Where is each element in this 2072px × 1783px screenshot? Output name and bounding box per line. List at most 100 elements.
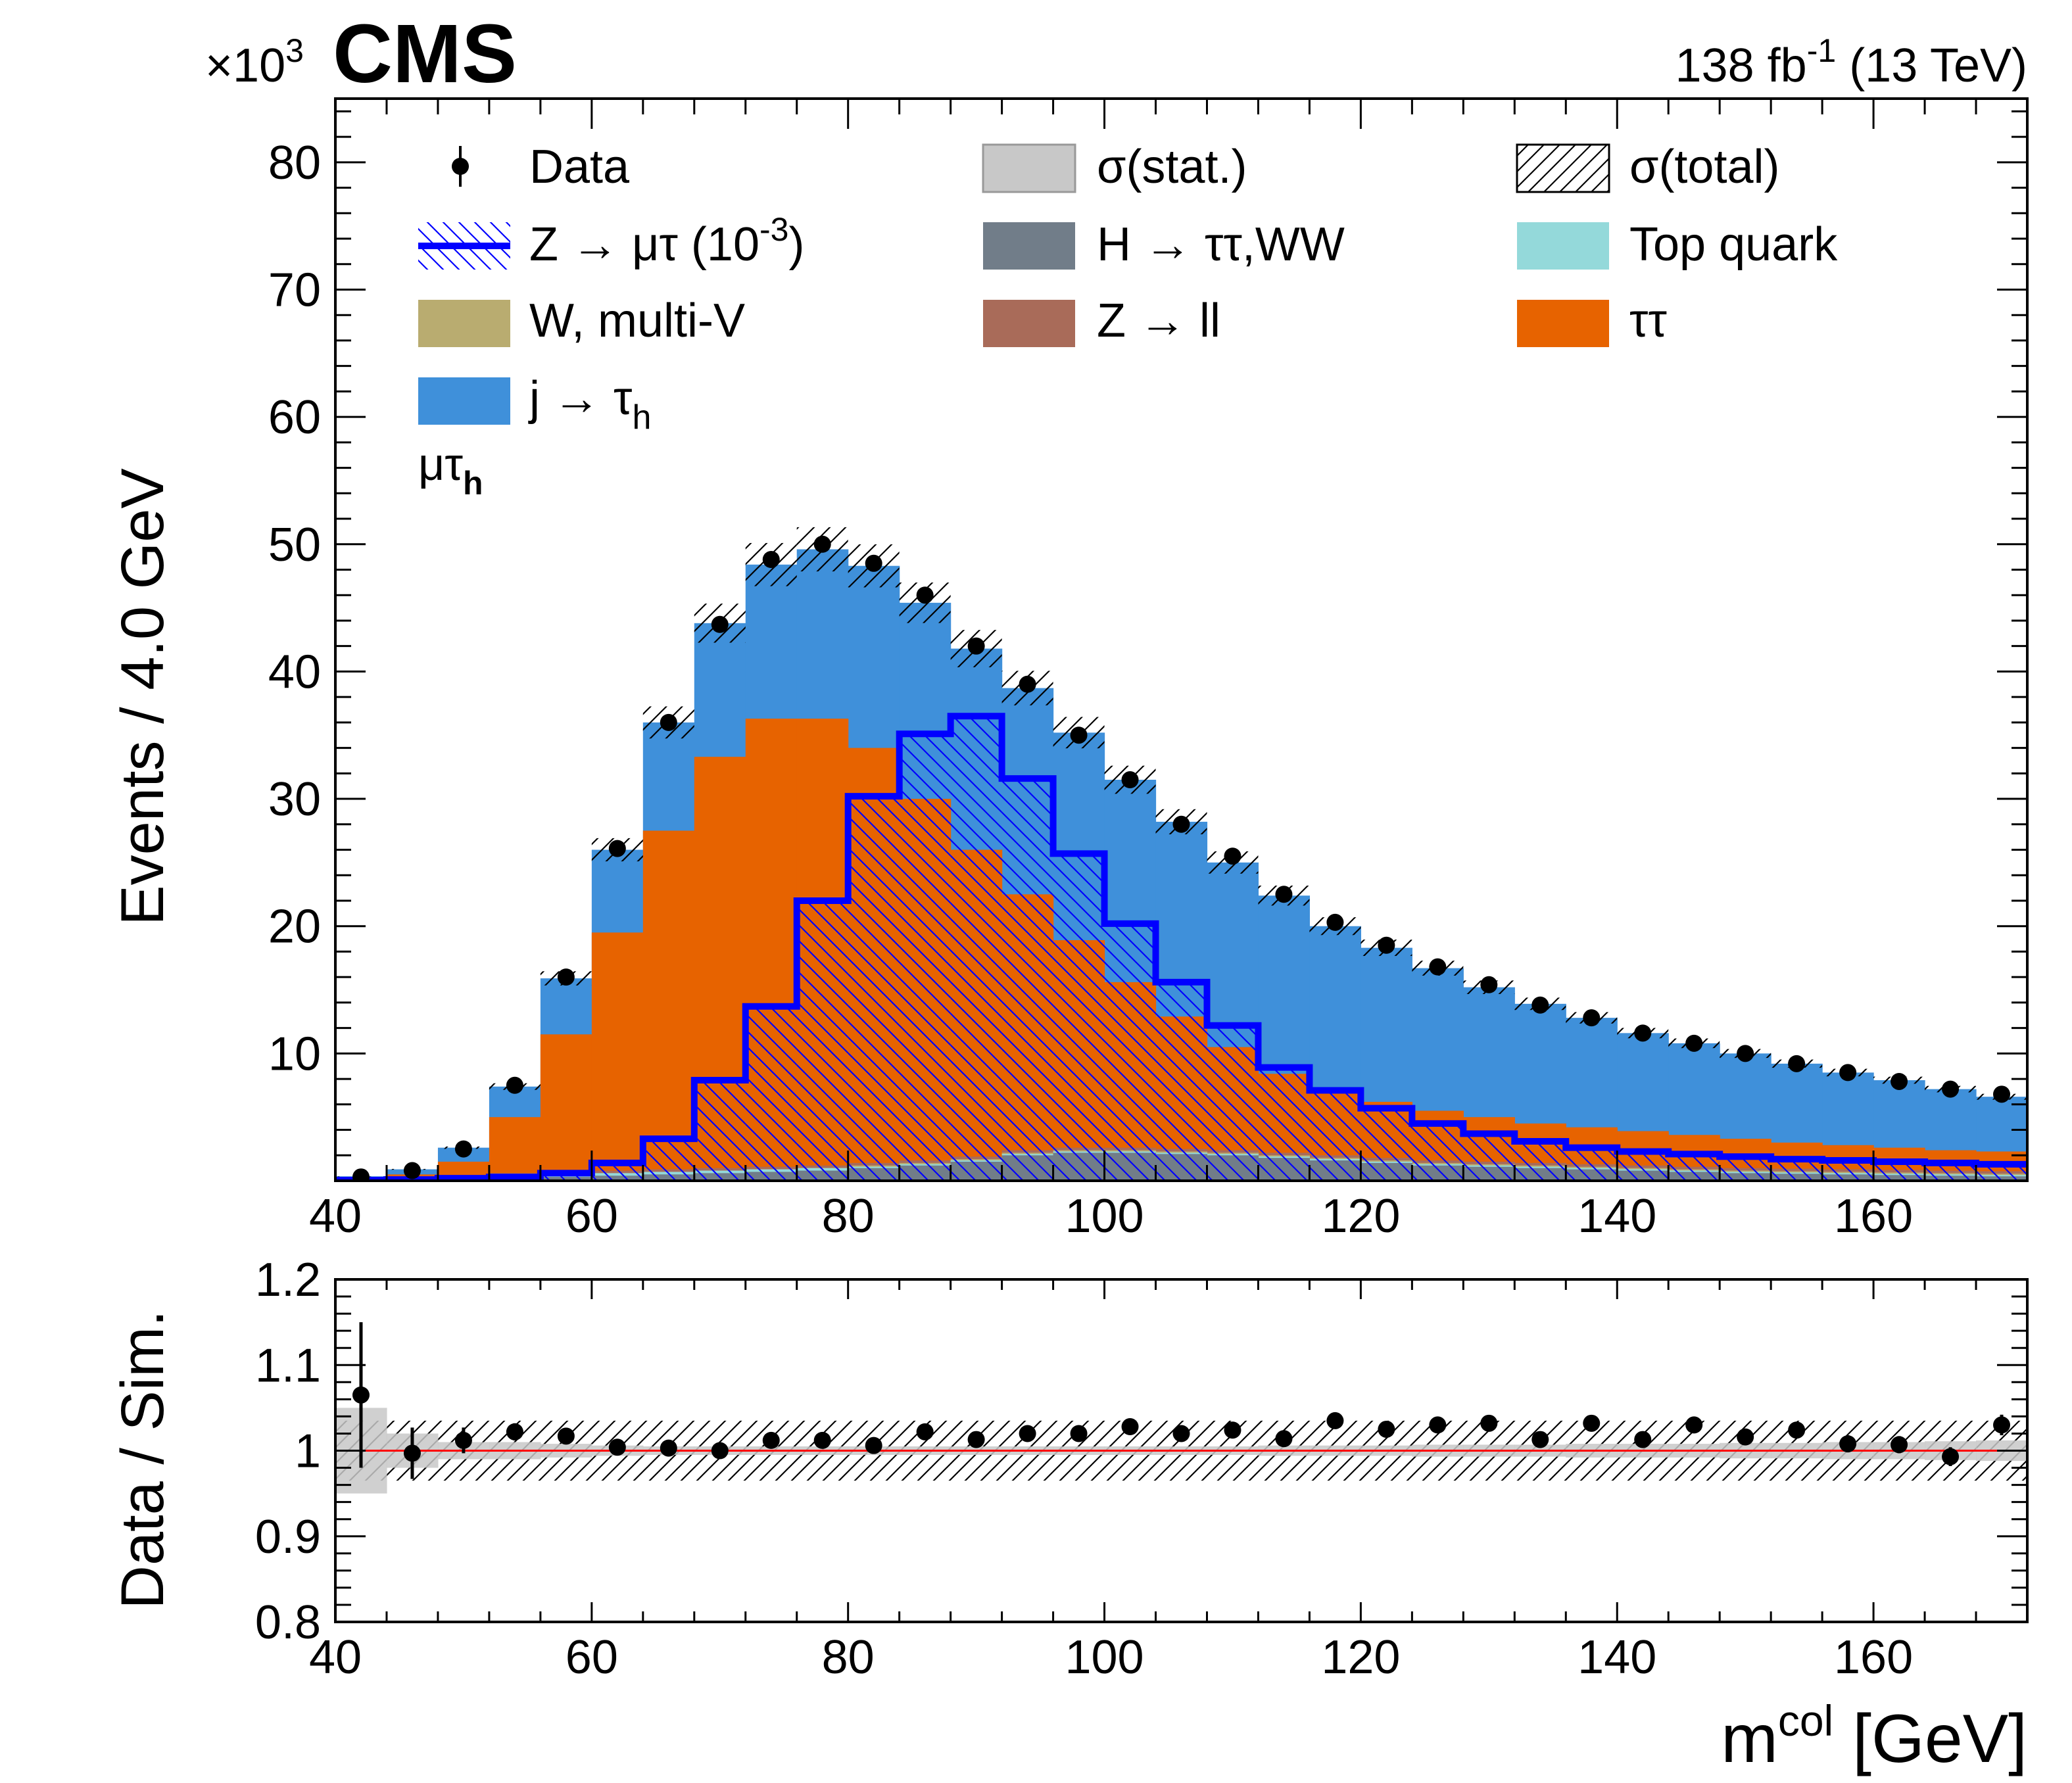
data-point (762, 551, 780, 569)
legend-entry-stat: σ(stat.) (982, 141, 1247, 193)
legend-label-data: Data (529, 141, 630, 193)
ratio-point (506, 1423, 523, 1440)
signal-hatch-bar (1617, 1151, 1669, 1181)
data-point (1891, 1072, 1908, 1090)
legend-entry-zll: Z → ll (983, 295, 1220, 347)
signal-hatch-bar (1053, 853, 1105, 1181)
ratio-point (403, 1444, 421, 1462)
data-point (454, 1140, 472, 1158)
signal-hatch-bar (1720, 1156, 1771, 1181)
signal-hatch-bar (899, 734, 951, 1181)
data-point (1224, 847, 1241, 865)
main-y-tick-label: 30 (268, 773, 321, 826)
signal-hatch-bar (694, 1080, 746, 1181)
main-y-tick-label: 20 (268, 901, 321, 953)
stack-bar-tautau (489, 1117, 541, 1181)
ratio-y-tick-label: 1 (295, 1425, 321, 1478)
main-x-tick-label: 80 (822, 1190, 875, 1243)
data-point (1583, 1009, 1601, 1027)
signal-hatch-bar (1309, 1090, 1361, 1181)
data-point (967, 637, 985, 655)
signal-hatch-bar (1463, 1133, 1515, 1181)
signal-hatch-bar (1207, 1025, 1259, 1181)
legend-zll-swatch (983, 300, 1075, 347)
ratio-x-tick-label: 80 (822, 1631, 875, 1684)
legend-wv-swatch (418, 300, 510, 347)
data-point (403, 1162, 421, 1179)
ratio-point (1788, 1421, 1806, 1439)
legend-label-zmutau: Z → μτ (10-3) (529, 211, 804, 271)
main-y-tick-label: 60 (268, 391, 321, 444)
ratio-point (1275, 1430, 1293, 1448)
data-point (1480, 976, 1498, 993)
legend-label-tautau: ττ (1629, 295, 1667, 347)
main-y-tick-label: 70 (268, 264, 321, 316)
legend-tautau-swatch (1517, 300, 1609, 347)
data-point (660, 713, 677, 731)
legend: Data σ(stat.) σ(total) Z → μτ (10-3) H →… (418, 141, 1838, 502)
legend-top-swatch (1517, 222, 1609, 270)
ratio-point (1121, 1418, 1139, 1436)
data-point (865, 554, 882, 572)
signal-line-zmutau (335, 713, 2027, 1181)
signal-hatch-bar (848, 796, 900, 1181)
legend-fake-swatch (418, 377, 510, 425)
signal-hatch-bar (1566, 1147, 1618, 1181)
legend-hww-swatch (983, 222, 1075, 270)
data-point (1429, 958, 1447, 976)
signal-hatch-bar (1668, 1154, 1720, 1181)
legend-entry-wv: W, multi-V (418, 295, 745, 347)
legend-entry-zmutau: Z → μτ (10-3) (418, 211, 804, 271)
legend-data-marker (452, 158, 469, 175)
ratio-y-axis-title: Data / Sim. (109, 1310, 176, 1609)
stack-bar-tautau (540, 1034, 592, 1181)
legend-total-swatch (1516, 143, 1610, 193)
ratio-axes: 40 60 80 100 120 140 160 0.8 0.9 1 1.1 1.2 (255, 1254, 2029, 1684)
data-point (1172, 815, 1190, 833)
ratio-point (1685, 1416, 1703, 1434)
ratio-point (1378, 1420, 1395, 1438)
main-y-axis-title: Events / 4.0 GeV (109, 468, 176, 925)
ratio-x-tick-label: 160 (1834, 1631, 1913, 1684)
legend-entry-fake: j → τh (418, 372, 651, 437)
main-x-tick-label: 100 (1065, 1190, 1144, 1243)
data-point (1070, 726, 1088, 744)
ratio-point (1531, 1431, 1549, 1448)
ratio-point (1480, 1414, 1498, 1432)
main-axes: 40 60 80 100 120 140 160 10 20 30 40 50 60 70 80 (268, 99, 2029, 1243)
ratio-y-tick-label: 1.2 (255, 1254, 321, 1306)
main-x-tick-label: 140 (1578, 1190, 1656, 1243)
main-x-tick-label: 160 (1834, 1190, 1913, 1243)
legend-label-total: σ(total) (1629, 141, 1779, 193)
data-point (1275, 886, 1293, 903)
data-point (352, 1168, 370, 1181)
data-point (557, 968, 575, 986)
ratio-point (660, 1439, 677, 1457)
data-point (1121, 771, 1139, 789)
main-y-tick-label: 50 (268, 519, 321, 571)
ratio-panel: 40 60 80 100 120 140 160 0.8 0.9 1 1.1 1.2 (255, 1254, 2029, 1684)
ratio-point (865, 1437, 882, 1454)
data-point (1019, 675, 1036, 693)
legend-entry-top: Top quark (1517, 218, 1838, 271)
main-panel: 40 60 80 100 120 140 160 10 20 30 40 50 60 70 80 (268, 97, 2029, 1243)
ratio-point (608, 1438, 626, 1456)
main-plot-area (335, 527, 2027, 1181)
legend-entry-tautau: ττ (1517, 295, 1667, 347)
signal-hatch-bar (1771, 1159, 1823, 1181)
legend-entry-hww: H → ττ,WW (983, 218, 1345, 271)
legend-label-hww: H → ττ,WW (1097, 218, 1345, 271)
ratio-point (813, 1431, 831, 1449)
legend-stat-swatch (982, 143, 1076, 193)
legend-label-top: Top quark (1629, 218, 1838, 271)
experiment-label: CMS (333, 7, 517, 100)
ratio-point (762, 1431, 780, 1449)
ratio-x-tick-label: 120 (1321, 1631, 1400, 1684)
signal-hatch-bar (540, 1173, 592, 1181)
ratio-y-tick-label: 0.9 (255, 1511, 321, 1563)
ratio-y-tick-label: 1.1 (255, 1339, 321, 1392)
signal-hatch-bar (1104, 923, 1156, 1181)
ratio-point (711, 1442, 729, 1460)
ratio-point (1224, 1421, 1241, 1439)
ratio-point (454, 1431, 472, 1449)
